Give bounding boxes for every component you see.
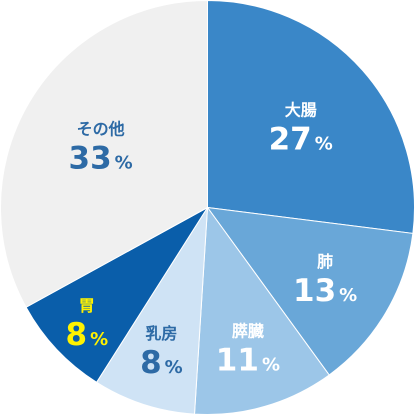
slice-value-unit: % [315, 133, 333, 154]
slice-value-label: 27% [269, 121, 333, 157]
pie-label-6: その他 33% [69, 119, 133, 176]
slice-value-number: 8 [65, 317, 87, 353]
slice-value-unit: % [339, 285, 357, 306]
slice-value-number: 33 [69, 140, 112, 176]
slice-value-label: 8% [140, 345, 183, 381]
pie-slice-6 [0, 0, 208, 308]
slice-value-unit: % [165, 357, 183, 378]
pie-slice-5 [25, 207, 208, 383]
slice-name-label: 乳房 [145, 324, 177, 343]
slice-value-number: 13 [293, 273, 336, 309]
slice-value-label: 8% [65, 317, 108, 353]
slice-name-label: 膵臓 [232, 322, 264, 341]
slice-value-label: 13% [293, 273, 357, 309]
slice-name-label: その他 [77, 119, 125, 138]
slice-value-unit: % [90, 329, 108, 350]
pie-labels: 大腸 27 % 肺 13 % 膵臓 11 % 乳房 8 % 胃 8 % その他 33% [65, 100, 357, 381]
pie-slice-4 [95, 207, 208, 415]
slice-value-number: 27 [269, 121, 312, 157]
slice-name-label: 肺 [317, 252, 333, 271]
slice-name-label: 大腸 [285, 100, 317, 119]
slice-value-unit: % [262, 355, 280, 376]
pie-slice-1 [207, 0, 415, 234]
pie-slice-3 [193, 206, 330, 415]
slice-value-number: 11 [216, 343, 259, 379]
pie-label-2: 肺 13% [293, 252, 357, 309]
slice-value-number: 8 [140, 345, 162, 381]
pie-label-1: 大腸 27% [269, 100, 333, 157]
slice-value-unit: % [115, 152, 133, 173]
slice-name-label: 胃 [79, 296, 95, 315]
pie-label-5: 胃 8% [65, 296, 108, 353]
slice-value-label: 11% [216, 343, 280, 379]
pie-label-4: 乳房 8% [140, 324, 183, 381]
slice-value-label: 33% [69, 140, 133, 176]
pie-label-3: 膵臓 11% [216, 322, 280, 379]
pie-slice-2 [206, 206, 414, 376]
